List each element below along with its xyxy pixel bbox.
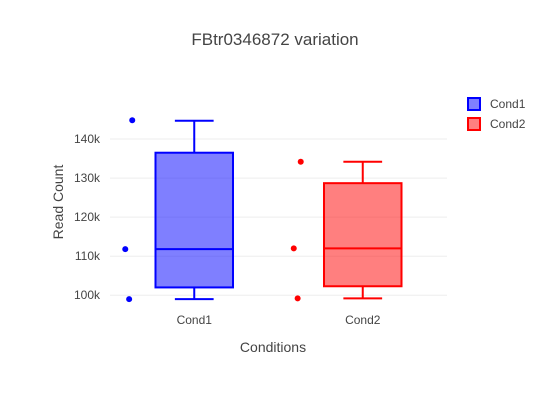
iqr-box	[154, 151, 235, 289]
y-tick-label: 100k	[74, 288, 101, 302]
chart-title: FBtr0346872 variation	[191, 30, 358, 49]
y-tick-label: 110k	[75, 249, 101, 263]
y-axis-title: Read Count	[50, 165, 66, 240]
box-cond1[interactable]	[122, 117, 235, 303]
legend: Cond1 Cond2	[467, 97, 526, 131]
x-tick-label: Cond1	[177, 313, 213, 327]
legend-item-cond1[interactable]: Cond1	[467, 97, 526, 111]
x-axis-ticks: Cond1 Cond2	[177, 313, 381, 327]
data-point[interactable]	[297, 158, 304, 165]
y-tick-label: 140k	[74, 132, 101, 146]
y-tick-label: 130k	[74, 171, 101, 185]
box-series	[122, 117, 403, 303]
y-axis-ticks: 100k 110k 120k 130k 140k	[74, 132, 101, 302]
data-point[interactable]	[294, 295, 301, 302]
box-cond2[interactable]	[290, 158, 403, 302]
x-axis-title: Conditions	[240, 339, 306, 355]
legend-label: Cond1	[490, 97, 526, 111]
legend-swatch	[467, 117, 481, 131]
y-tick-label: 120k	[74, 210, 101, 224]
legend-swatch	[467, 97, 481, 111]
legend-label: Cond2	[490, 117, 526, 131]
data-point[interactable]	[122, 246, 129, 253]
data-point[interactable]	[129, 117, 136, 124]
x-tick-label: Cond2	[345, 313, 381, 327]
iqr-box	[322, 182, 403, 288]
legend-item-cond2[interactable]: Cond2	[467, 117, 526, 131]
data-point[interactable]	[126, 296, 133, 303]
data-point[interactable]	[290, 245, 297, 252]
